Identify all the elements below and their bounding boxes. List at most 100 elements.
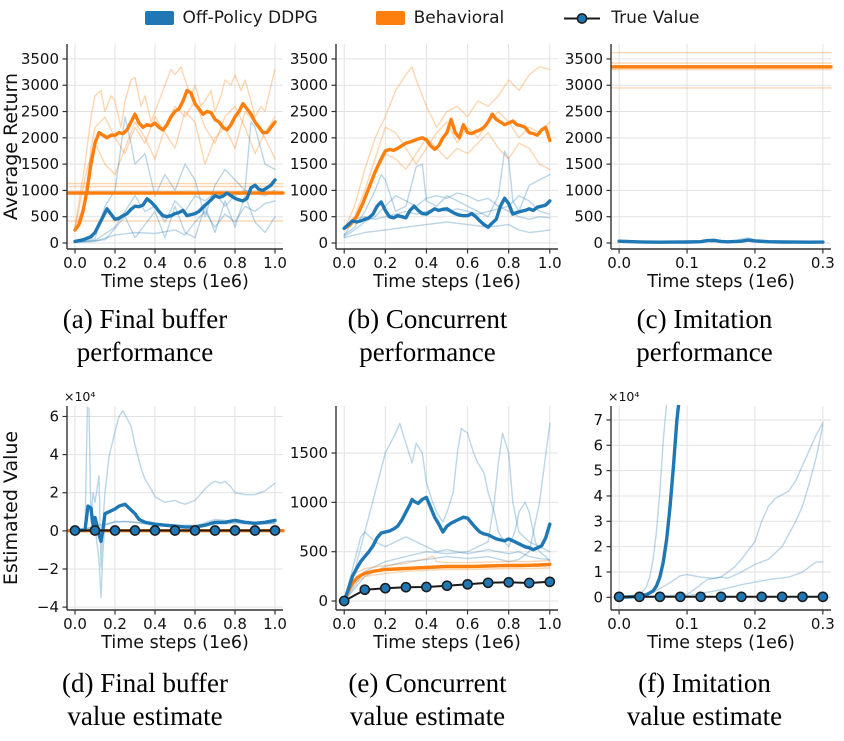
- y-tick-label: 7: [593, 411, 603, 429]
- column-2: 0.0 0.2 0.4 0.6 0.8 1.0 0 500 1000 1500 2000 2500 30…: [290, 36, 565, 741]
- a-series-behavioral-mean: [73, 88, 277, 232]
- caption-line: performance: [76, 337, 214, 367]
- y-tick-label: 0: [593, 588, 603, 606]
- chart-imitation-value-estimate: 0.0 0.1 0.2 0.3 0 1 2 3 4 5 6 7 Time steps (1e6) ×10⁴: [593, 389, 834, 653]
- y-tick-label: 500: [299, 208, 328, 226]
- x-tick-label: 0.8: [497, 254, 521, 272]
- b-series-ddpg-seed-3: [343, 221, 551, 239]
- y-tick-label: 1500: [290, 155, 328, 173]
- y-tick-label: 0: [318, 592, 328, 610]
- b-series-ddpg-seed-2: [343, 192, 551, 238]
- y-tick-label: 3000: [21, 76, 59, 94]
- x-tick-label: 0.0: [63, 254, 87, 272]
- x-tick-label: 0.4: [415, 615, 439, 633]
- legend-label: Behavioral: [413, 8, 505, 28]
- e-series-behavioral-seed-2: [343, 567, 551, 602]
- caption-line: (b) Concurrent: [347, 304, 508, 334]
- d-true-value-marker: [269, 525, 281, 536]
- y-tick-label: 0: [318, 234, 328, 252]
- y-tick-label: 1000: [565, 181, 603, 199]
- d-true-value-marker: [109, 525, 121, 536]
- caption-f: (f) Imitation value estimate: [565, 656, 844, 741]
- chart-concurrent-value-estimate: 0.0 0.2 0.4 0.6 0.8 1.0 0 500 1000 1500 Time steps…: [290, 406, 562, 653]
- x-tick-label: 0.2: [743, 615, 767, 633]
- f-true-value-marker: [797, 591, 808, 603]
- y-tick-label: 5: [593, 462, 603, 480]
- y-tick-label: 1500: [21, 155, 59, 173]
- e-true-value-marker: [359, 584, 371, 596]
- caption-line: performance: [636, 337, 773, 367]
- e-series-ddpg-seed-1: [343, 422, 551, 602]
- y-tick-label: 500: [299, 543, 328, 561]
- y-tick-label: 4: [49, 446, 59, 464]
- y-tick-label: 500: [30, 208, 59, 226]
- caption-line: (c) Imitation: [636, 304, 773, 334]
- x-axis-title: Time steps (1e6): [100, 272, 249, 292]
- d-true-value-marker: [69, 525, 81, 536]
- caption-line: (e) Concurrent: [348, 668, 507, 698]
- x-tick-label: 0.2: [373, 254, 397, 272]
- caption-c: (c) Imitation performance: [565, 292, 844, 386]
- legend-label: True Value: [611, 8, 700, 28]
- b-series-behavioral-seed-2: [343, 110, 551, 228]
- x-tick-label: 0.8: [223, 615, 247, 633]
- y-axis-offset-label: ×10⁴: [608, 389, 639, 404]
- axes: [606, 406, 831, 615]
- b-series-behavioral-seed-3: [343, 131, 551, 230]
- x-axis-title: Time steps (1e6): [100, 633, 249, 653]
- y-tick-label: 4: [593, 487, 603, 505]
- x-tick-label: 0.1: [675, 615, 699, 633]
- y-tick-label: 1500: [565, 155, 603, 173]
- d-true-value-marker: [249, 525, 261, 536]
- y-tick-label: 0: [49, 522, 59, 540]
- x-tick-label: 0.2: [373, 615, 397, 633]
- axes: [62, 44, 283, 254]
- x-tick-label: 0.4: [143, 615, 167, 633]
- e-true-value-marker: [503, 576, 515, 588]
- e-true-value-marker: [482, 577, 494, 589]
- a-series-behavioral-seed-1: [74, 66, 276, 228]
- gridlines: [611, 44, 831, 249]
- x-tick-label: 0.4: [143, 254, 167, 272]
- orange-patch-icon: [375, 11, 405, 25]
- b-series-ddpg-seed-4: [343, 194, 551, 236]
- y-tick-label: 2: [593, 538, 603, 556]
- d-true-value-marker: [149, 525, 161, 536]
- gridlines: [336, 44, 558, 249]
- x-tick-label: 1.0: [538, 254, 562, 272]
- figure-legend: Off-Policy DDPG Behavioral True Value: [0, 0, 844, 36]
- y-tick-label: 2: [49, 484, 59, 502]
- a-series-ddpg-seed-2: [74, 189, 276, 243]
- caption-e: (e) Concurrent value estimate: [290, 656, 565, 741]
- y-tick-label: 6: [49, 407, 59, 425]
- y-tick-label: 2500: [21, 103, 59, 121]
- axes: [62, 406, 283, 615]
- x-tick-label: 1.0: [263, 615, 287, 633]
- x-axis-title: Time steps (1e6): [372, 272, 521, 292]
- x-tick-label: 0.0: [63, 615, 87, 633]
- d-true-value-marker: [129, 525, 141, 536]
- y-tick-label: 1: [593, 563, 603, 581]
- legend-item-behavioral: Behavioral: [375, 8, 505, 28]
- d-series-ddpg-seed-1: [74, 406, 276, 568]
- legend-label: Off-Policy DDPG: [182, 8, 318, 28]
- caption-line: value estimate: [349, 701, 506, 731]
- e-series-ddpg-mean: [342, 495, 552, 603]
- caption-line: (f) Imitation: [638, 668, 771, 698]
- e-true-value-marker: [338, 595, 350, 607]
- f-true-value-marker: [736, 591, 747, 603]
- f-series-ddpg-seed-3: [618, 424, 824, 599]
- caption-a: (a) Final buffer performance: [0, 292, 290, 386]
- x-tick-label: 0.1: [675, 254, 699, 272]
- x-tick-label: 0.2: [743, 254, 767, 272]
- caption-line: (d) Final buffer: [62, 668, 228, 698]
- x-tick-label: 0.0: [607, 254, 631, 272]
- f-series-ddpg-mean: [617, 405, 681, 599]
- e-series-ddpg-seed-2: [343, 531, 551, 602]
- f-true-value-marker: [613, 591, 625, 603]
- x-tick-label: 0.2: [103, 254, 127, 272]
- chart-grid: 0.0 0.2 0.4 0.6 0.8 1.0 0 500 1000 1500 2000 2500 30…: [0, 36, 844, 741]
- c-series-ddpg-mean: [617, 238, 825, 244]
- x-tick-label: 0.6: [456, 254, 480, 272]
